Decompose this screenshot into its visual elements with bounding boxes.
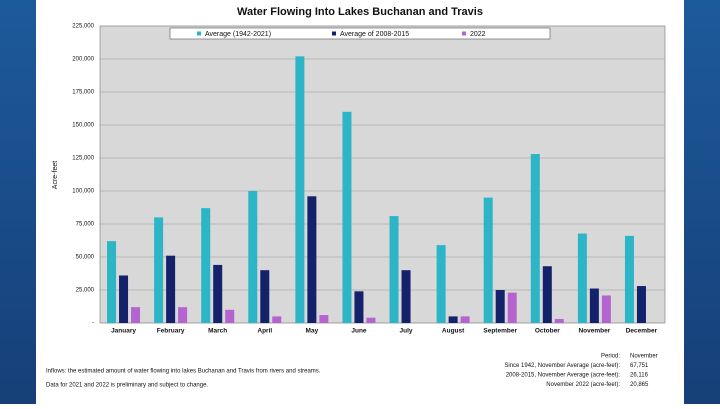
bar (319, 315, 329, 323)
legend-label: Average of 2008-2015 (340, 31, 409, 38)
note: Inflows: the estimated amount of water f… (46, 369, 321, 375)
summary-value: 26,116 (630, 373, 649, 379)
x-tick-label: July (400, 328, 413, 335)
summary-value: 20,865 (630, 382, 649, 388)
bar (260, 270, 270, 323)
legend-label: Average (1942-2021) (205, 31, 271, 38)
bar (178, 307, 188, 323)
bar (248, 191, 258, 323)
y-tick-label: 75,000 (76, 222, 95, 228)
bar (342, 111, 352, 323)
bar (542, 266, 552, 323)
frame-right (684, 0, 720, 404)
bar (554, 319, 564, 323)
y-tick-label: 175,000 (72, 90, 94, 96)
y-tick-label: 100,000 (72, 189, 94, 195)
bar (366, 317, 376, 323)
y-tick-label: 25,000 (76, 288, 95, 294)
bar (201, 208, 211, 323)
x-tick-label: September (483, 328, 517, 335)
bar (530, 154, 540, 323)
bar (483, 197, 493, 323)
bar (225, 309, 235, 323)
x-tick-label: January (111, 328, 136, 335)
bar (577, 233, 587, 323)
bar (636, 286, 646, 323)
bar (119, 275, 129, 323)
y-tick-label: - (92, 321, 94, 327)
plot-area (99, 25, 666, 324)
bar (213, 264, 223, 323)
y-tick-label: 150,000 (72, 123, 94, 129)
x-tick-label: March (208, 328, 227, 335)
frame-left (0, 0, 36, 404)
legend (169, 27, 551, 40)
legend-swatch (197, 31, 201, 36)
y-tick-label: 200,000 (72, 57, 94, 63)
bar (460, 316, 470, 323)
bar (495, 290, 505, 323)
bar (354, 291, 364, 323)
bar (401, 270, 411, 323)
y-tick-label: 125,000 (72, 156, 94, 162)
bar (154, 217, 164, 323)
x-tick-label: May (306, 328, 319, 335)
x-tick-label: December (626, 328, 658, 335)
summary-value: November (630, 354, 658, 360)
bar (295, 56, 305, 324)
chart-title: Water Flowing Into Lakes Buchanan and Tr… (237, 6, 483, 18)
bar (448, 316, 458, 323)
summary-label: 2008-2015, November Average (acre-feet): (506, 373, 621, 379)
x-tick-label: August (442, 328, 465, 335)
bar (589, 288, 599, 323)
bar (107, 241, 117, 323)
summary-label: Period: (601, 354, 620, 360)
legend-label: 2022 (470, 31, 486, 38)
x-tick-label: June (351, 328, 367, 335)
x-tick-label: April (257, 328, 272, 335)
legend-swatch (332, 31, 336, 36)
y-tick-label: 50,000 (76, 255, 95, 261)
y-axis-label: Acre-feet (52, 161, 59, 189)
note: Data for 2021 and 2022 is preliminary an… (46, 383, 208, 389)
y-tick-label: 225,000 (72, 24, 94, 30)
bar (166, 255, 176, 323)
summary-label: Since 1942, November Average (acre-feet)… (504, 363, 620, 369)
bar (389, 216, 399, 323)
x-tick-label: November (578, 328, 610, 335)
bar (272, 316, 282, 323)
summary-label: November 2022 (acre-feet): (546, 382, 620, 388)
bar (624, 235, 634, 323)
summary-value: 67,751 (630, 363, 649, 369)
bar (307, 196, 317, 323)
x-tick-label: October (535, 328, 560, 335)
bar (131, 307, 141, 323)
bar (436, 245, 446, 323)
bar (601, 295, 611, 323)
legend-swatch (462, 31, 466, 36)
x-tick-label: February (157, 328, 185, 335)
bar (507, 292, 517, 323)
